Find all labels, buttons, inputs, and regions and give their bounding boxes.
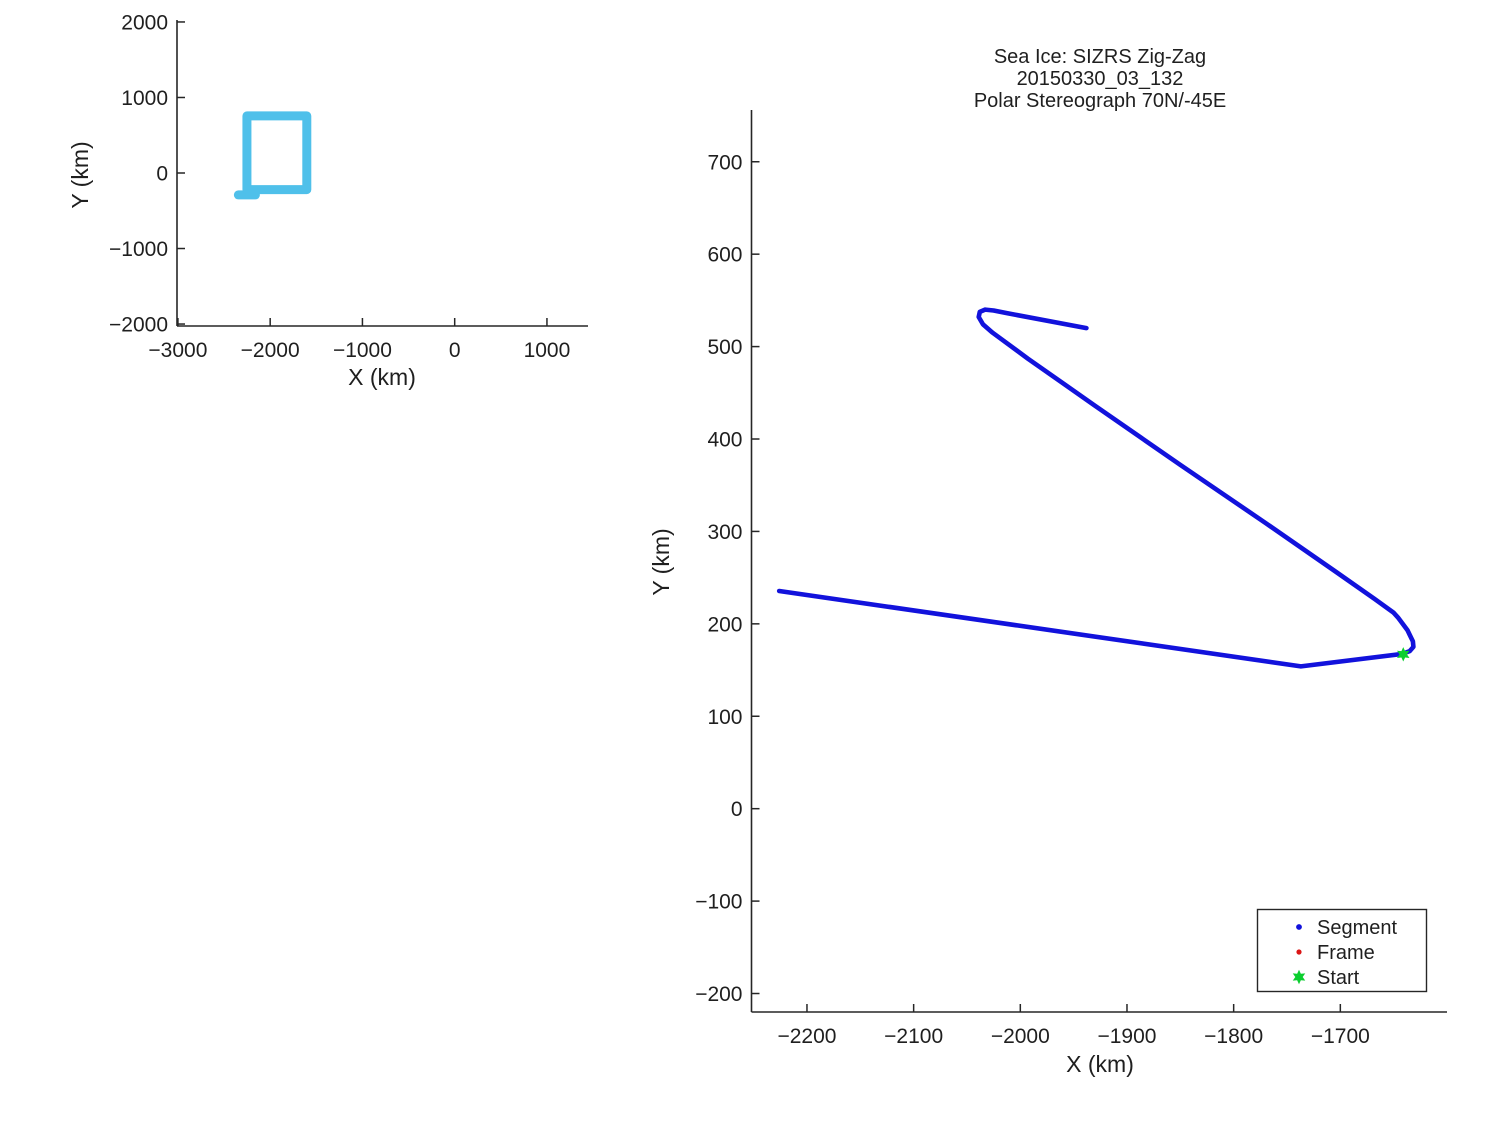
main-data-layer [776,307,1416,669]
x-tick-label: −2000 [241,339,300,362]
main-xaxis-label: X (km) [1066,1051,1134,1077]
y-tick-label: 700 [707,151,742,174]
x-tick-label: −2000 [991,1025,1050,1048]
y-tick-label: 200 [707,613,742,636]
y-tick-label: −100 [695,891,742,914]
plot-title-line-2: 20150330_03_132 [1017,68,1184,90]
legend-box [1256,908,1428,993]
survey-extent-box [242,111,312,195]
x-tick-label: 1000 [524,339,571,362]
x-tick-label: −3000 [148,339,207,362]
plot-title-line-1: Sea Ice: SIZRS Zig-Zag [994,46,1206,68]
legend-segment-marker [1296,924,1302,930]
x-tick-label: −1800 [1204,1025,1263,1048]
legend-start-marker [1292,969,1306,985]
y-tick-label: −2000 [109,314,168,337]
x-tick-label: −1000 [333,339,392,362]
x-tick-label: 0 [449,339,461,362]
y-tick-label: 0 [156,163,168,186]
overview-yaxis-label: Y (km) [67,141,93,208]
legend-frame-marker [1296,949,1302,955]
main-plot: −2200 −2100 −2000 −1900 −1800 −1700 −200 −100 0 1… [648,46,1447,1077]
y-tick-label: 0 [731,798,743,821]
plot-title-line-3: Polar Stereograph 70N/-45E [974,90,1226,112]
x-tick-label: −2100 [884,1025,943,1048]
x-tick-label: −1700 [1311,1025,1370,1048]
y-tick-label: 600 [707,244,742,267]
x-tick-label: −2200 [777,1025,836,1048]
y-tick-label: −1000 [109,238,168,261]
x-tick-label: −1900 [1097,1025,1156,1048]
legend-segment-label: Segment [1317,917,1397,939]
y-tick-label: 100 [707,706,742,729]
start-marker [1397,647,1410,662]
main-axes: −2200 −2100 −2000 −1900 −1800 −1700 −200 −100 0 1… [695,110,1447,1048]
legend-frame-label: Frame [1317,942,1375,964]
overview-xaxis-label: X (km) [348,364,416,390]
y-tick-label: 1000 [121,87,168,110]
legend-start-label: Start [1317,967,1360,989]
y-tick-label: 400 [707,429,742,452]
overview-data-layer [233,111,312,200]
legend: Segment Frame Start [1256,908,1428,993]
y-tick-label: 2000 [121,11,168,34]
y-tick-label: −200 [695,983,742,1006]
main-yaxis-label: Y (km) [648,528,674,595]
segment-track-line [776,307,1416,669]
overview-plot: −3000 −2000 −1000 0 1000−2000−1000010002000 … [67,11,588,390]
y-tick-label: 300 [707,521,742,544]
y-tick-label: 500 [707,336,742,359]
